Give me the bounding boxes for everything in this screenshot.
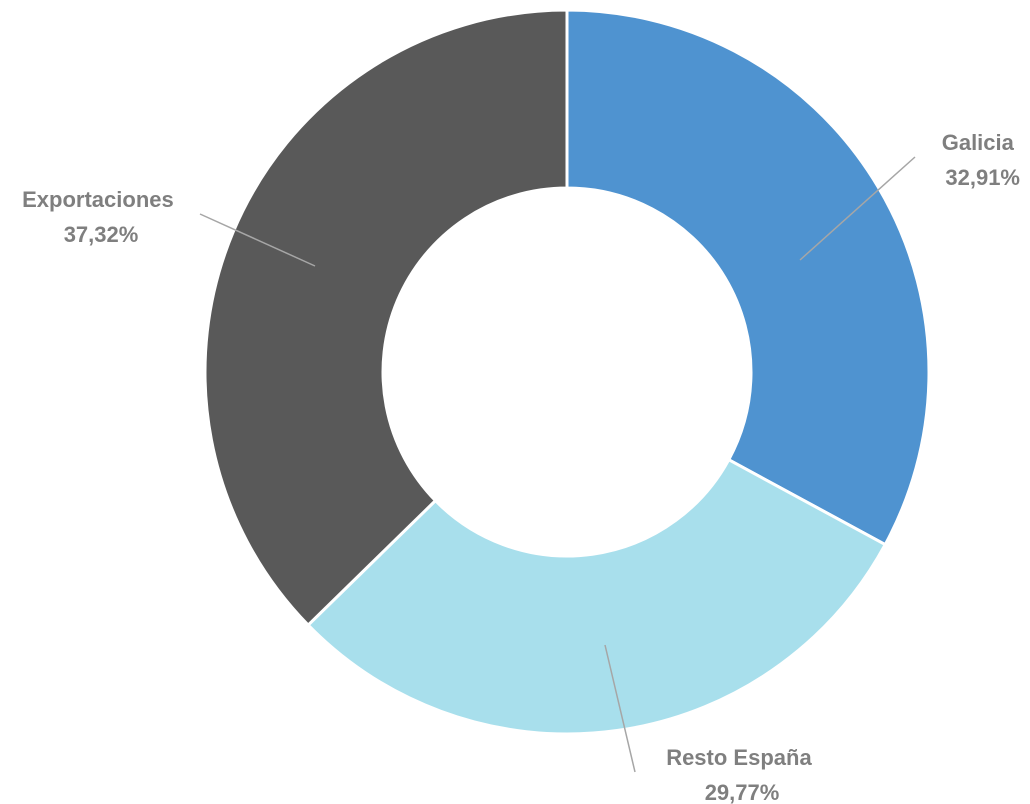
leader-line-resto-espana xyxy=(604,644,636,773)
data-label-galicia: Galicia 32,91% xyxy=(942,130,1020,190)
slice-resto-espana xyxy=(306,457,888,736)
slice-galicia xyxy=(565,8,931,547)
slice-exportaciones xyxy=(203,8,569,628)
chart-leader-lines xyxy=(199,156,916,773)
leader-line-galicia xyxy=(799,156,916,261)
data-label-exportaciones: Exportaciones 37,32% xyxy=(22,187,180,247)
data-label-resto-espana: Resto España 29,77% xyxy=(666,745,818,804)
chart-slices xyxy=(203,8,931,736)
leader-line-exportaciones xyxy=(199,213,316,267)
